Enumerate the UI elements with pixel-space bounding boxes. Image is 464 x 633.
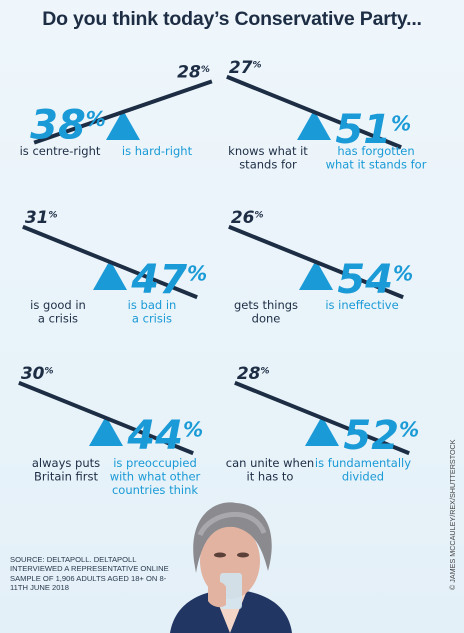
label-right-6: is fundamentally divided xyxy=(315,456,411,484)
value-left-2: 27% xyxy=(229,58,262,78)
label-right-4: is ineffective xyxy=(325,298,398,312)
label-right-1: is hard-right xyxy=(122,144,193,158)
fulcrum-1 xyxy=(106,110,140,140)
photo-credit: © JAMES MCCAULEY/REX/SHUTTERSTOCK xyxy=(448,439,457,590)
value-left-5: 30% xyxy=(21,364,54,384)
label-right-2: has forgotten what it stands for xyxy=(326,144,427,172)
fulcrum-5 xyxy=(89,416,123,446)
value-left-4: 26% xyxy=(231,208,264,228)
label-right-5: is preoccupied with what other countries t… xyxy=(110,456,201,497)
fulcrum-3 xyxy=(93,260,127,290)
label-left-5: always puts Britain first xyxy=(32,456,100,484)
fulcrum-6 xyxy=(305,416,339,446)
portrait-photo xyxy=(170,502,292,633)
source-note: SOURCE: DELTAPOLL. DELTAPOLL INTERVIEWED… xyxy=(10,555,169,593)
label-left-4: gets things done xyxy=(234,298,298,326)
page-title: Do you think today’s Conservative Party.… xyxy=(42,8,422,30)
seesaw-beam-6 xyxy=(234,380,410,456)
seesaw-beam-4 xyxy=(228,224,404,300)
value-left-3: 31% xyxy=(25,208,58,228)
label-right-3: is bad in a crisis xyxy=(128,298,177,326)
seesaw-beam-3 xyxy=(22,224,198,300)
seesaw-beam-2 xyxy=(226,74,402,150)
fulcrum-4 xyxy=(299,260,333,290)
label-left-1: is centre-right xyxy=(20,144,101,158)
fulcrum-2 xyxy=(297,110,331,140)
label-left-3: is good in a crisis xyxy=(30,298,86,326)
seesaw-beam-1 xyxy=(33,79,213,145)
value-left-1: 38% xyxy=(30,103,106,149)
label-left-6: can unite when it has to xyxy=(226,456,314,484)
value-right-1: 28% xyxy=(177,62,210,82)
label-left-2: knows what it stands for xyxy=(228,144,308,172)
value-left-6: 28% xyxy=(237,364,270,384)
seesaw-beam-5 xyxy=(18,380,194,456)
